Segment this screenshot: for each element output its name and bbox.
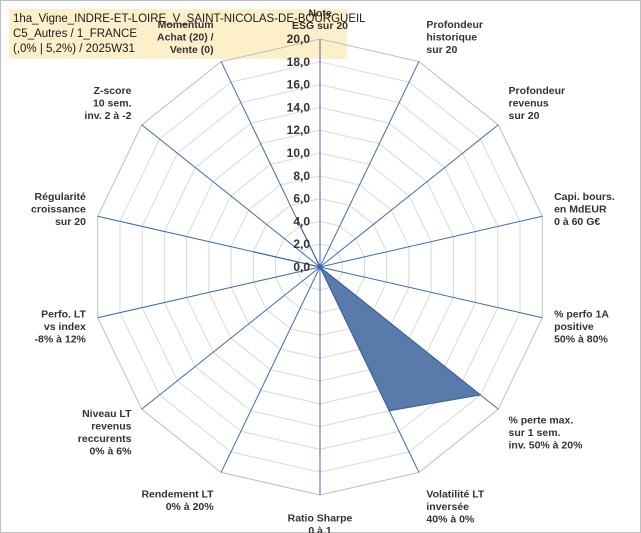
- axis-label: -8% à 12%: [35, 333, 87, 345]
- title-box: [9, 9, 347, 59]
- axis-label: ESG sur 20: [292, 20, 348, 32]
- axis-label: Note: [308, 8, 331, 20]
- axis-label: Profondeur: [509, 85, 566, 97]
- axis-label: positive: [554, 321, 594, 333]
- axis-label: en MdEUR: [554, 204, 607, 216]
- axis-label: 0% à 6%: [89, 446, 132, 458]
- tick-label: 16,0: [287, 78, 311, 92]
- axis-label: 40% à 0%: [426, 514, 475, 526]
- tick-label: 2,0: [293, 237, 310, 251]
- radar-spoke: [141, 124, 321, 268]
- axis-label: Volatilité LT: [426, 489, 485, 501]
- tick-label: 8,0: [293, 169, 310, 183]
- radar-spoke: [319, 266, 543, 319]
- series-area: [253, 225, 482, 412]
- axis-label: Vente (0): [170, 44, 214, 56]
- axis-label: Momentum: [158, 19, 214, 31]
- axis-label: inv. 50% à 20%: [509, 439, 584, 451]
- radar-spoke: [220, 266, 321, 473]
- radar-tick-labels: 0,0 2,0 4,0 6,0 8,0 10,0 12,0 14,0 16,0 18,0 20,0: [287, 32, 311, 274]
- title-line-2: C5_Autres / 1_FRANCE: [13, 28, 137, 40]
- axis-label: 0 à 1: [308, 525, 332, 533]
- axis-label: Ratio Sharpe: [288, 513, 353, 525]
- axis-label: Niveau LT: [82, 408, 132, 420]
- axis-label: sur 20: [509, 110, 540, 122]
- tick-label: 0,0: [293, 260, 310, 274]
- axis-label: Perfo. LT: [41, 308, 86, 320]
- radar-spoke: [97, 266, 321, 319]
- axis-label: 10 sem.: [93, 98, 132, 110]
- axis-label: 0 à 60 G€: [554, 216, 600, 228]
- axis-label: Z-score: [94, 85, 132, 97]
- axis-label: inversée: [426, 501, 469, 513]
- axis-label: % perte max.: [509, 414, 574, 426]
- tick-label: 20,0: [287, 32, 311, 46]
- tick-label: 6,0: [293, 192, 310, 206]
- axis-label: reccurents: [78, 433, 132, 445]
- axis-label: Régularité: [35, 191, 87, 203]
- tick-label: 10,0: [287, 146, 311, 160]
- axis-label: sur 1 sem.: [509, 427, 561, 439]
- axis-label: vs index: [44, 321, 86, 333]
- axis-label: 0% à 20%: [166, 501, 215, 513]
- radar-spoke: [319, 215, 543, 268]
- axis-label: Capi. bours.: [554, 191, 615, 203]
- tick-label: 14,0: [287, 100, 311, 114]
- axis-label: inv. 2 à -2: [84, 110, 131, 122]
- radar-spoke: [319, 61, 420, 268]
- tick-label: 12,0: [287, 123, 311, 137]
- tick-label: 18,0: [287, 55, 311, 69]
- axis-label: croissance: [31, 204, 86, 216]
- axis-label: Profondeur: [426, 19, 483, 31]
- axis-label: revenus: [91, 421, 131, 433]
- axis-label: % perfo 1A: [554, 308, 609, 320]
- axis-label: 50% à 80%: [554, 333, 608, 345]
- radar-series: [253, 225, 482, 412]
- axis-label: sur 20: [426, 44, 457, 56]
- radar-spoke: [141, 266, 321, 410]
- title-line-3: (,0% | 5,2%) / 2025W31: [13, 43, 135, 55]
- axis-label: Achat (20) /: [157, 31, 214, 43]
- radar-spoke: [319, 124, 499, 268]
- tick-label: 4,0: [293, 214, 310, 228]
- title-line-1: 1ha_Vigne_INDRE-ET-LOIRE_V_SAINT-NICOLAS…: [13, 13, 366, 25]
- axis-label: sur 20: [55, 216, 86, 228]
- axis-label: Rendement LT: [141, 489, 214, 501]
- axis-label: historique: [426, 31, 477, 43]
- axis-label: revenus: [509, 98, 549, 110]
